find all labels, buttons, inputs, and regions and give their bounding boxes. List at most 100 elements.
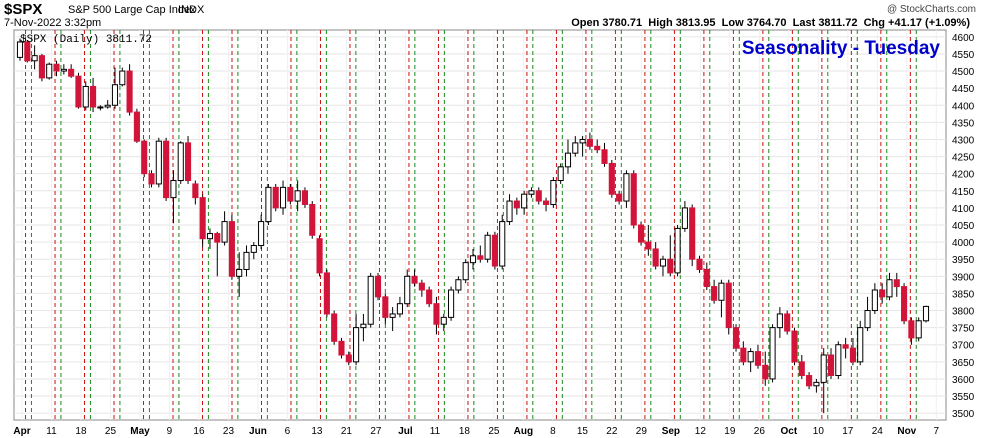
y-tick-label: 4300 (952, 135, 975, 146)
candle-body (608, 162, 615, 195)
y-tick-label: 4250 (952, 153, 975, 164)
candle-body (645, 241, 652, 250)
x-tick-label: Apr (13, 426, 30, 437)
y-tick-label: 4550 (952, 50, 975, 61)
x-tick-label: 22 (606, 426, 618, 437)
x-tick-label: 12 (695, 426, 707, 437)
candle-body (411, 275, 418, 284)
candle-body (784, 313, 791, 332)
x-tick-label: 25 (105, 426, 117, 437)
x-tick-label: 25 (488, 426, 500, 437)
candle-body (374, 275, 382, 298)
chg-value: +41.17 (+1.09%) (888, 17, 970, 29)
open-value: 3780.71 (602, 17, 643, 29)
exchange-label: INDX (178, 4, 205, 16)
x-tick-label: Aug (514, 426, 533, 437)
candle-body (754, 351, 762, 366)
y-tick-label: 4200 (952, 170, 975, 181)
y-tick-label: 4450 (952, 84, 975, 95)
y-tick-label: 4150 (952, 187, 975, 198)
candle-body (477, 255, 484, 260)
candle-body (703, 268, 710, 288)
y-tick-label: 4500 (952, 67, 975, 78)
candle-body (228, 221, 235, 277)
candle-body (119, 70, 126, 86)
candle-body (674, 227, 681, 274)
candle-body (901, 286, 908, 322)
candle-body (177, 142, 184, 182)
candle-body (776, 313, 783, 329)
open-label: Open (571, 17, 600, 29)
x-tick-label: 13 (311, 426, 323, 437)
candle-body (659, 258, 667, 267)
y-tick-label: 3950 (952, 255, 975, 266)
candle-body (126, 70, 133, 113)
y-tick-label: 3500 (952, 409, 975, 420)
candle-body (24, 41, 31, 62)
candle-body (747, 351, 754, 363)
y-tick-label: 3850 (952, 289, 975, 300)
candle-body (499, 221, 506, 267)
candle-body (557, 166, 564, 182)
x-tick-label: 8 (550, 426, 556, 437)
candle-body (133, 111, 140, 142)
candle-body (835, 344, 842, 377)
candle-body (696, 258, 703, 270)
candle-body (316, 238, 323, 274)
x-tick-label: 17 (842, 426, 854, 437)
x-tick-label: 21 (341, 426, 353, 437)
security-name: S&P 500 Large Cap Index (68, 4, 196, 16)
x-tick-label: 11 (430, 426, 441, 437)
candle-body (38, 55, 45, 79)
candle-body (798, 361, 805, 377)
candle-body (484, 234, 491, 260)
candle-body (550, 180, 557, 205)
candle-body (221, 221, 228, 243)
candle-body (594, 145, 601, 151)
candle-body (667, 258, 674, 274)
candle-body (170, 180, 177, 199)
candle-body (908, 320, 915, 339)
x-tick-label: 19 (724, 426, 736, 437)
y-tick-label: 3800 (952, 307, 975, 318)
candle-body (294, 190, 301, 202)
y-tick-label: 4100 (952, 204, 975, 215)
candle-body (711, 286, 718, 301)
candle-body (338, 340, 345, 356)
candle-body (418, 282, 425, 291)
candle-body (279, 186, 287, 209)
x-tick-label: Jun (249, 426, 267, 437)
candle-body (148, 173, 155, 185)
candle-body (258, 221, 265, 247)
x-tick-label: 7 (934, 426, 940, 437)
candle-body (433, 303, 440, 325)
candle-body (564, 152, 572, 168)
x-tick-label: 18 (459, 426, 471, 437)
candle-body (184, 142, 192, 182)
candle-body (104, 104, 111, 108)
candle-body (396, 303, 403, 315)
x-tick-label: 27 (370, 426, 382, 437)
y-tick-label: 3750 (952, 324, 975, 335)
candle-body (68, 68, 75, 77)
candle-body (353, 327, 360, 363)
candle-body (53, 63, 60, 72)
candle-body (506, 200, 513, 223)
candle-body (806, 375, 813, 387)
x-tick-label: 16 (193, 426, 205, 437)
candle-body (455, 279, 462, 291)
candle-body (893, 279, 900, 288)
last-label: Last (792, 17, 816, 29)
candle-body (616, 193, 623, 202)
y-tick-label: 3550 (952, 392, 975, 403)
candle-body (250, 245, 257, 253)
credit-text: @ StockCharts.com (886, 4, 976, 15)
candle-body (842, 344, 849, 349)
x-tick-label: Jul (398, 426, 413, 437)
candle-body (155, 140, 162, 185)
candle-body (579, 138, 586, 144)
candle-body (97, 106, 104, 109)
candle-body (206, 233, 214, 240)
candle-body (214, 233, 221, 243)
